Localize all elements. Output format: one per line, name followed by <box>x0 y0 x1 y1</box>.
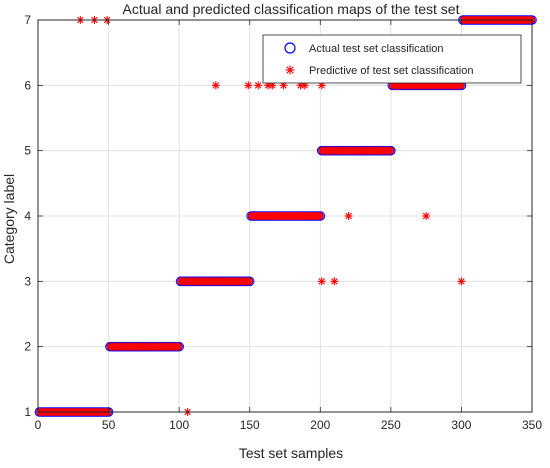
x-tick-label: 0 <box>35 418 42 432</box>
predicted-point <box>316 212 325 220</box>
legend-actual-marker <box>284 42 296 54</box>
axis-ticks: 0 50 100 150 200 250 300 350 1 2 3 4 5 6 7 <box>24 13 542 432</box>
y-tick-label: 2 <box>24 340 31 354</box>
chart-title: Actual and predicted classification maps… <box>123 1 460 17</box>
x-tick-label: 200 <box>310 418 330 432</box>
predicted-point <box>245 277 254 286</box>
x-tick-label: 250 <box>381 418 401 432</box>
predicted-point <box>457 81 466 90</box>
predicted-point <box>244 81 253 90</box>
x-tick-label: 150 <box>240 418 260 432</box>
x-tick-label: 100 <box>169 418 189 432</box>
y-tick-label: 7 <box>24 13 31 27</box>
predicted-point <box>330 277 339 286</box>
legend: Actual test set classification Predictiv… <box>262 34 522 84</box>
predicted-point <box>254 81 263 90</box>
x-tick-label: 300 <box>451 418 471 432</box>
x-axis-label: Test set samples <box>239 445 343 461</box>
legend-predicted-marker <box>285 65 295 75</box>
legend-actual-label: Actual test set classification <box>309 43 444 55</box>
y-tick-label: 4 <box>24 209 31 223</box>
predicted-point <box>457 277 466 286</box>
predicted-point <box>175 342 184 351</box>
predicted-point <box>422 212 431 220</box>
y-tick-label: 5 <box>24 144 31 158</box>
legend-box <box>262 34 522 84</box>
predicted-point <box>344 212 353 220</box>
legend-predicted-asterisk <box>285 65 295 75</box>
predicted-point <box>317 277 326 286</box>
y-tick-label: 6 <box>24 78 31 92</box>
y-tick-label: 1 <box>24 405 31 419</box>
x-tick-label: 50 <box>102 418 116 432</box>
predicted-point <box>211 81 220 90</box>
y-axis-label: Category label <box>1 174 17 264</box>
x-tick-label: 350 <box>522 418 542 432</box>
predicted-point <box>386 146 395 155</box>
y-tick-label: 3 <box>24 274 31 288</box>
legend-predicted-label: Predictive of test set classification <box>309 65 473 77</box>
